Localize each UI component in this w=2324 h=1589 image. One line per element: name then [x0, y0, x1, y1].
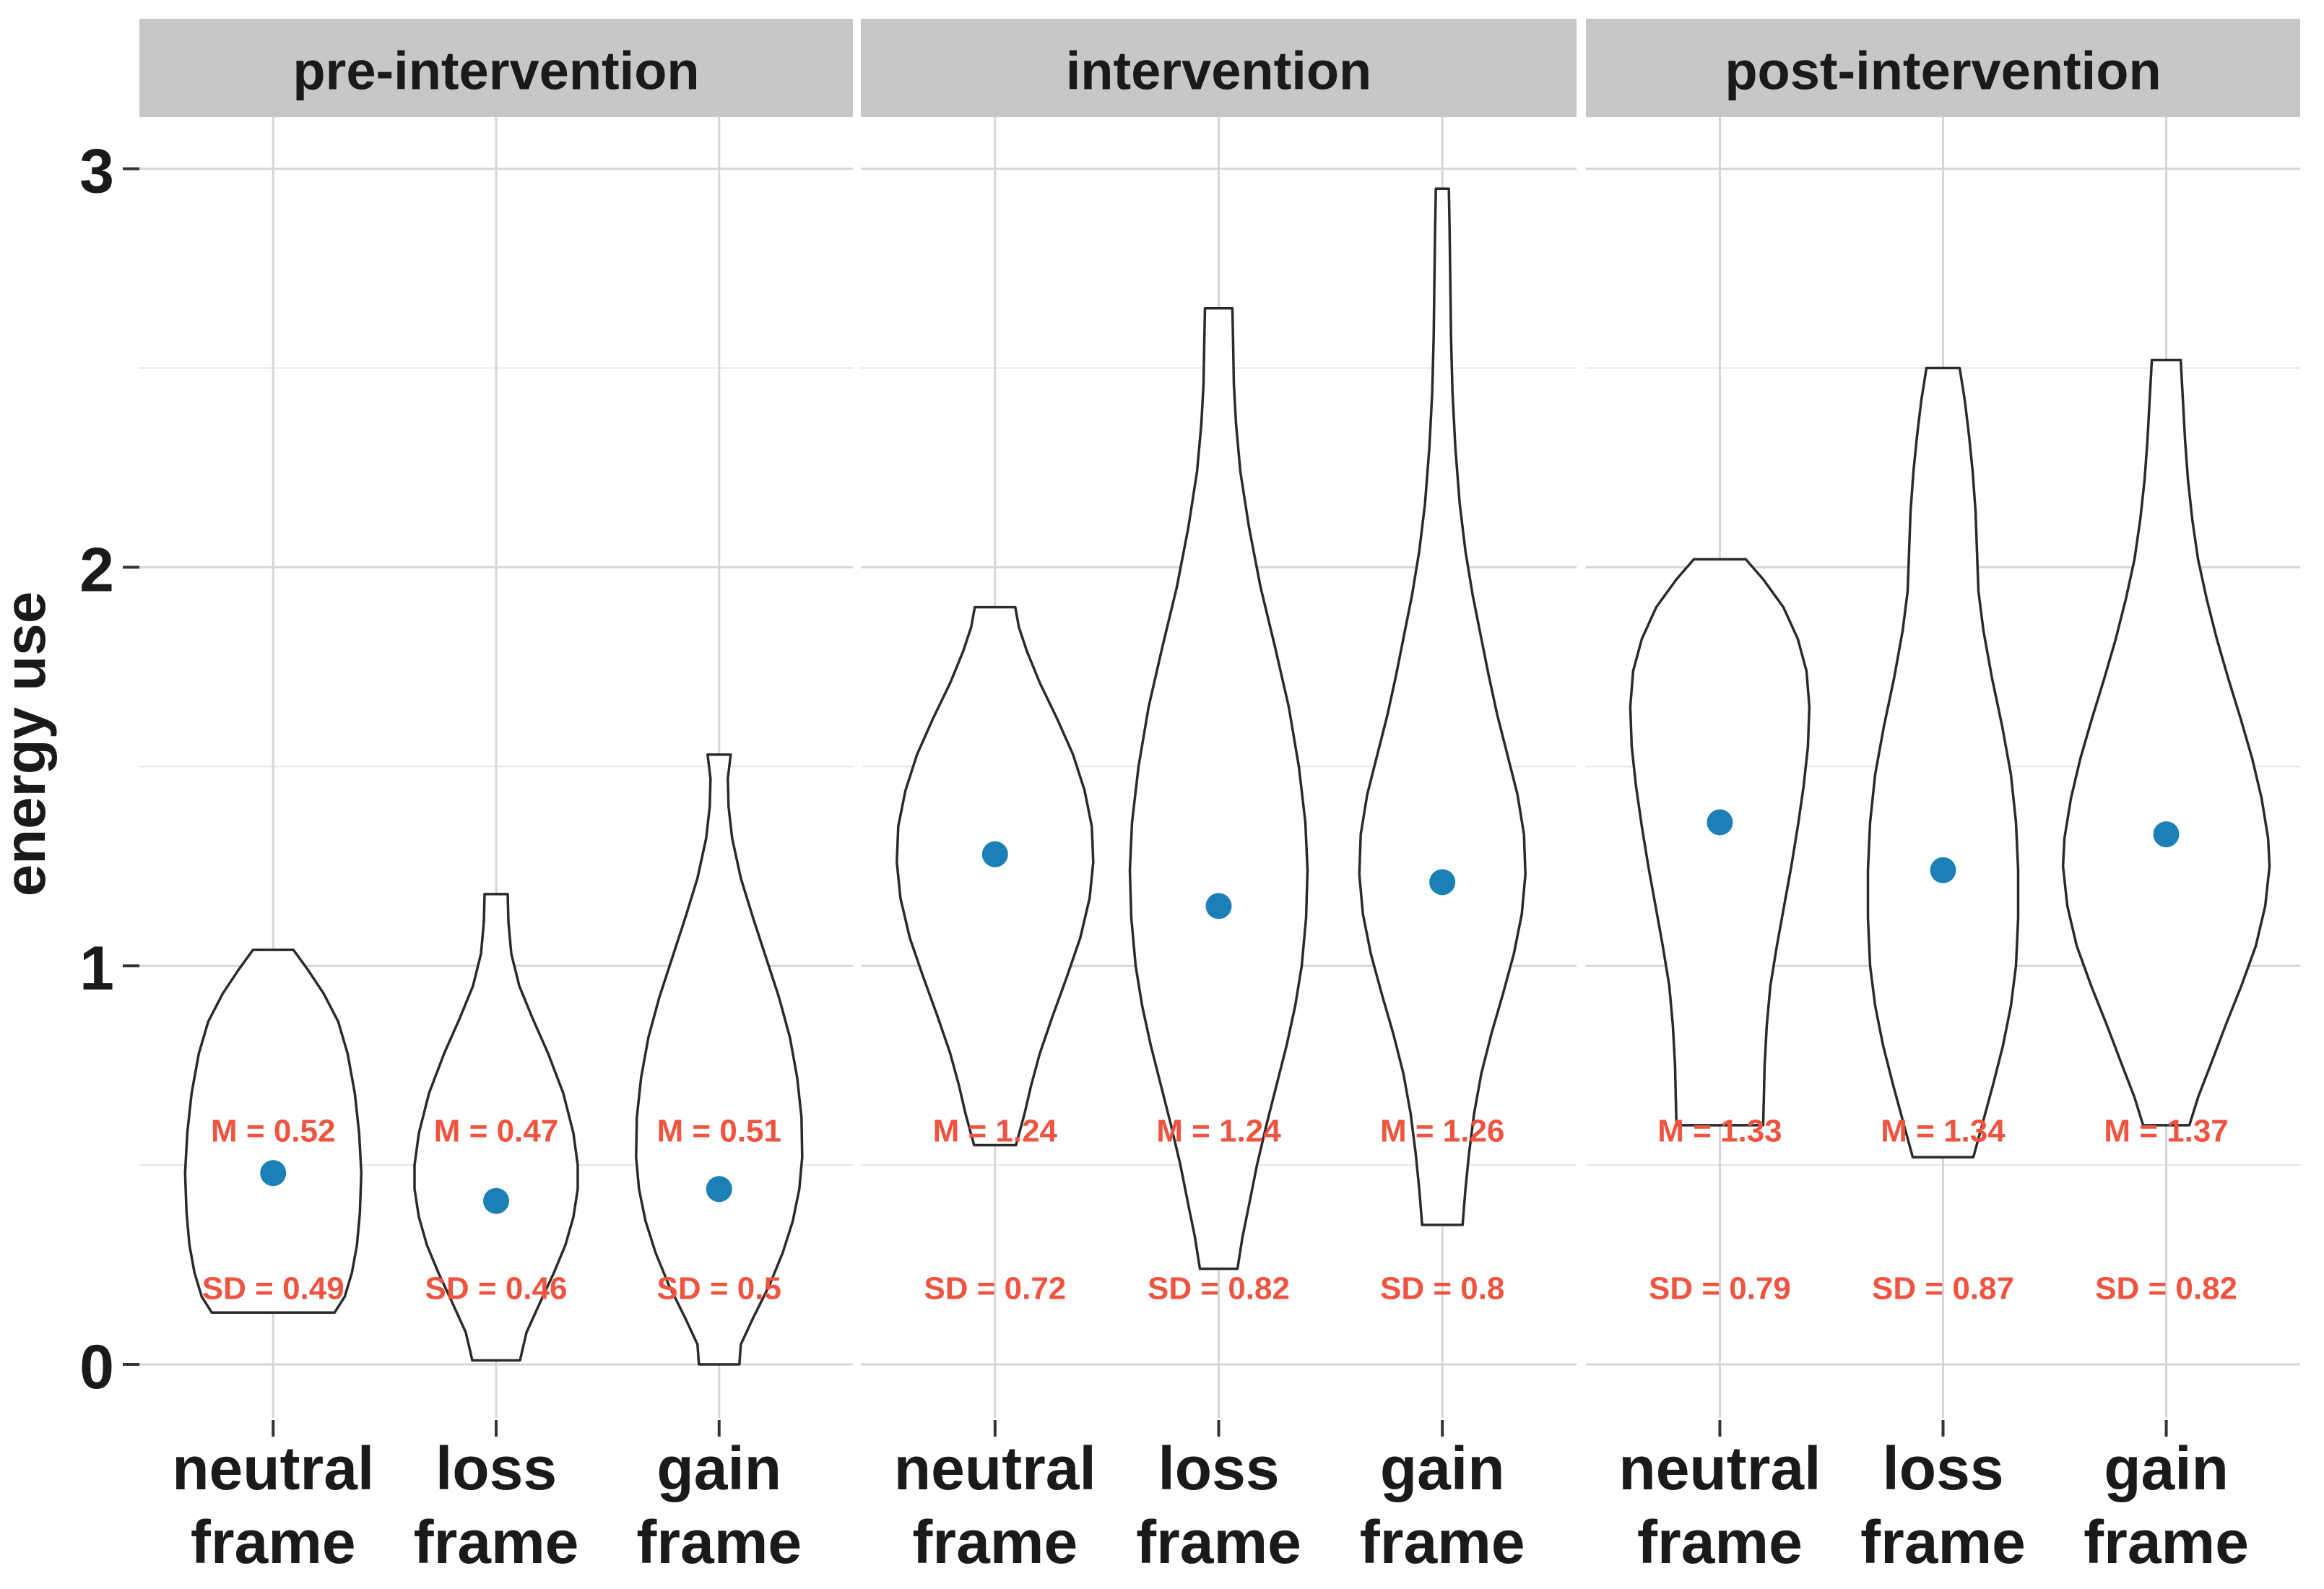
violin-outline: [1629, 558, 1811, 1127]
facet-strip-label: pre-intervention: [292, 41, 699, 101]
y-tick-label: 2: [79, 535, 114, 605]
sd-annotation: SD = 0.82: [2095, 1271, 2237, 1307]
violin-outline: [2061, 358, 2271, 1127]
sd-annotation: SD = 0.46: [425, 1271, 568, 1307]
facet-strip: [1586, 19, 2300, 117]
facet-strip: [139, 19, 853, 117]
summary-dot: [1930, 857, 1956, 883]
sd-annotation: SD = 0.49: [202, 1271, 344, 1307]
mean-annotation: M = 0.52: [211, 1114, 335, 1149]
summary-dot: [706, 1176, 732, 1203]
summary-dot: [2153, 821, 2180, 848]
mean-annotation: M = 1.24: [1156, 1114, 1281, 1149]
summary-dot: [260, 1160, 287, 1187]
x-tick-label: loss frame: [414, 1434, 579, 1576]
sd-annotation: SD = 0.5: [657, 1271, 781, 1307]
x-tick-label: gain frame: [1360, 1434, 1525, 1576]
sd-annotation: SD = 0.72: [924, 1271, 1066, 1307]
violin-outline: [1128, 306, 1309, 1270]
y-tick-label: 0: [79, 1333, 114, 1402]
sd-annotation: SD = 0.8: [1380, 1271, 1504, 1307]
summary-dot: [981, 841, 1008, 867]
mean-annotation: M = 1.34: [1881, 1114, 2006, 1149]
x-tick-label: loss frame: [1860, 1434, 2026, 1576]
mean-annotation: M = 1.24: [933, 1114, 1058, 1149]
violin-outline: [896, 605, 1095, 1147]
mean-annotation: M = 1.26: [1380, 1114, 1504, 1149]
violin-outline: [1866, 366, 2020, 1159]
mean-annotation: M = 1.33: [1657, 1114, 1782, 1149]
sd-annotation: SD = 0.79: [1649, 1271, 1791, 1307]
y-tick-label: 3: [79, 137, 114, 207]
violin-outline: [183, 948, 363, 1315]
facet-strip-label: post-intervention: [1725, 41, 2161, 101]
x-tick-label: neutral frame: [1618, 1434, 1821, 1576]
violin-outline: [1358, 187, 1527, 1226]
x-tick-label: neutral frame: [172, 1434, 374, 1576]
facet-strip-label: intervention: [1066, 41, 1371, 101]
summary-dot: [1205, 893, 1232, 919]
mean-annotation: M = 0.47: [434, 1114, 558, 1149]
sd-annotation: SD = 0.87: [1872, 1271, 2014, 1307]
y-tick-label: 1: [79, 934, 114, 1003]
sd-annotation: SD = 0.82: [1148, 1271, 1290, 1307]
y-axis-title: energy use: [0, 592, 57, 896]
x-tick-label: neutral frame: [894, 1434, 1096, 1576]
facet-strip: [861, 19, 1577, 117]
violin-outline: [635, 753, 804, 1366]
x-tick-label: gain frame: [636, 1434, 802, 1576]
violin-outline: [413, 893, 579, 1362]
summary-dot: [1429, 869, 1456, 896]
x-tick-label: gain frame: [2084, 1434, 2249, 1576]
summary-dot: [1707, 809, 1733, 836]
x-tick-label: loss frame: [1136, 1434, 1301, 1576]
mean-annotation: M = 0.51: [657, 1114, 781, 1149]
summary-dot: [483, 1187, 509, 1214]
mean-annotation: M = 1.37: [2104, 1114, 2228, 1149]
